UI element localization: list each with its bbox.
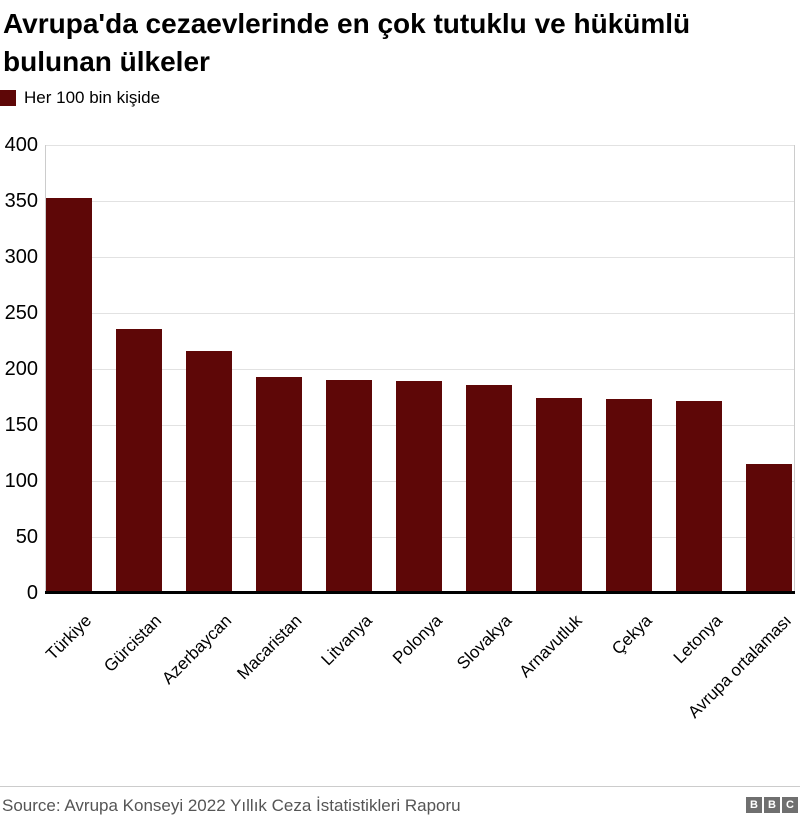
- x-axis-tick-label: Çekya: [607, 611, 656, 659]
- bbc-logo-letter: B: [746, 797, 762, 813]
- bar-avrupa-ortalaması: [746, 464, 792, 593]
- y-axis-tick-label: 400: [4, 134, 38, 156]
- page-title-line-1: Avrupa'da cezaevlerinde en çok tutuklu v…: [3, 8, 691, 39]
- bar-macaristan: [256, 376, 302, 593]
- bar-letonya: [676, 401, 722, 593]
- x-axis-tick-label: Litvanya: [317, 611, 376, 670]
- x-axis-tick-label: Polonya: [388, 611, 446, 668]
- bbc-logo-letter: C: [782, 797, 798, 813]
- y-axis-tick-label: 0: [26, 582, 38, 604]
- gridline: [46, 369, 794, 370]
- x-axis-tick-label: Gürcistan: [100, 611, 166, 676]
- y-axis-labels: 0 50 100 150 200 250 300 350 400: [0, 134, 38, 615]
- gridline: [46, 145, 794, 146]
- x-axis-labels: Türkiye Gürcistan Azerbaycan Macaristan Litv…: [42, 597, 796, 786]
- bar-gürcistan: [116, 328, 162, 593]
- x-axis-tick-label: Macaristan: [233, 611, 306, 684]
- y-axis-tick-label: 50: [15, 526, 38, 548]
- bar-türkiye: [46, 197, 92, 593]
- x-axis-tick-label: Azerbaycan: [158, 611, 236, 688]
- y-axis-tick-label: 200: [4, 358, 38, 380]
- source-text: Source: Avrupa Konseyi 2022 Yıllık Ceza …: [2, 796, 461, 815]
- y-axis-tick-label: 250: [4, 302, 38, 324]
- y-axis-tick-label: 150: [4, 414, 38, 436]
- x-axis-tick-label: Slovakya: [453, 611, 516, 674]
- bar-litvanya: [326, 380, 372, 593]
- bar-chart: 0 50 100 150 200 250 300 350 400 Türkiye Gürcista…: [0, 134, 800, 786]
- x-axis-tick-label: Letonya: [669, 611, 726, 668]
- legend-label: Her 100 bin kişide: [24, 88, 161, 107]
- x-axis-tick-label: Türkiye: [42, 611, 96, 664]
- bar-azerbaycan: [186, 351, 232, 593]
- y-axis-tick-label: 100: [4, 470, 38, 492]
- y-axis-tick-label: 300: [4, 246, 38, 268]
- bbc-logo-letter: B: [764, 797, 780, 813]
- legend: Her 100 bin kişide: [0, 88, 160, 108]
- bar-çekya: [606, 399, 652, 593]
- y-axis-tick-label: 350: [4, 190, 38, 212]
- gridline: [46, 313, 794, 314]
- x-axis-line: [45, 591, 795, 594]
- page-title: Avrupa'da cezaevlerinde en çok tutuklu v…: [3, 5, 763, 81]
- bar-slovakya: [466, 384, 512, 593]
- legend-swatch-icon: [0, 90, 16, 106]
- page-title-line-2: bulunan ülkeler: [3, 46, 210, 77]
- bar-arnavutluk: [536, 398, 582, 593]
- gridline: [46, 257, 794, 258]
- footer: Source: Avrupa Konseyi 2022 Yıllık Ceza …: [0, 786, 800, 825]
- x-axis-tick-label: Arnavutluk: [515, 611, 586, 682]
- plot-area: [45, 145, 795, 594]
- gridline: [46, 201, 794, 202]
- bar-polonya: [396, 381, 442, 593]
- bbc-logo: B B C: [746, 797, 798, 813]
